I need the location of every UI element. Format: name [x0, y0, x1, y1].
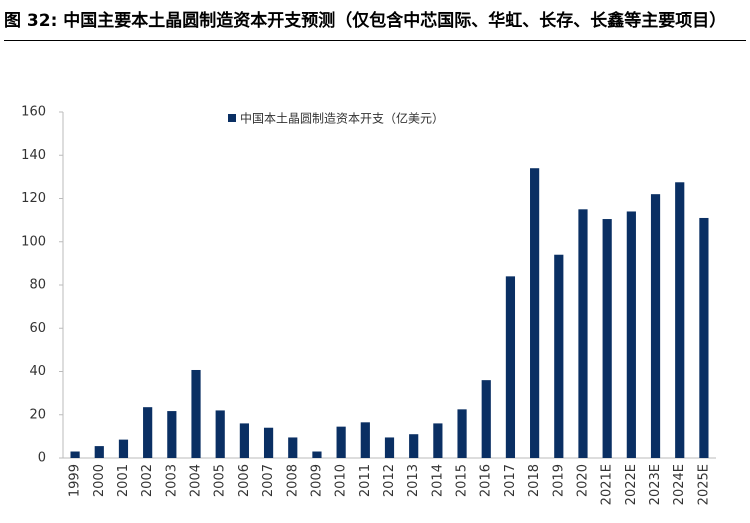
x-tick-label: 2015	[455, 464, 470, 497]
x-tick-label: 2021E	[600, 464, 615, 505]
bar	[288, 437, 298, 458]
bar	[530, 168, 540, 458]
bar	[312, 451, 322, 458]
bar	[384, 437, 395, 458]
bar	[167, 411, 177, 458]
x-tick-label: 2013	[406, 464, 421, 497]
x-tick-label: 2011	[358, 464, 373, 497]
x-tick-label: 2014	[430, 464, 445, 497]
x-tick-label: 2007	[261, 464, 276, 497]
bar	[554, 254, 564, 458]
x-tick-label: 2022E	[624, 464, 639, 505]
bar	[602, 219, 612, 458]
bar	[94, 446, 104, 458]
x-tick-label: 1999	[68, 464, 83, 497]
x-tick-label: 2018	[527, 464, 542, 497]
bar	[505, 276, 516, 458]
bar	[675, 182, 685, 458]
chart-title: 图 32: 中国主要本土晶圆制造资本开支预测（仅包含中芯国际、华虹、长存、长鑫等…	[4, 6, 746, 41]
x-tick-label: 2010	[334, 464, 349, 497]
y-tick-label: 80	[29, 278, 46, 293]
x-tick-label: 2012	[382, 464, 397, 497]
x-tick-label: 2025E	[696, 464, 711, 505]
bar	[263, 427, 274, 458]
bar	[578, 209, 588, 458]
bar	[409, 434, 419, 458]
bar	[118, 439, 129, 458]
legend-swatch	[228, 114, 236, 122]
x-tick-label: 2017	[503, 464, 518, 497]
x-tick-label: 2024E	[672, 464, 687, 505]
bar	[215, 410, 225, 458]
x-tick-label: 2016	[479, 464, 494, 497]
x-tick-label: 2023E	[648, 464, 663, 505]
x-tick-label: 2020	[575, 464, 590, 497]
x-tick-label: 2019	[551, 464, 566, 497]
x-tick-label: 2004	[189, 464, 204, 497]
x-tick-label: 2008	[285, 464, 300, 497]
bar	[457, 409, 467, 458]
x-tick-label: 2000	[92, 464, 107, 497]
y-tick-label: 160	[21, 105, 46, 120]
x-tick-label: 2005	[213, 464, 228, 497]
x-tick-label: 2001	[116, 464, 131, 497]
bar	[143, 407, 153, 458]
x-tick-label: 2006	[237, 464, 252, 497]
y-tick-label: 0	[38, 451, 46, 466]
bar	[336, 426, 346, 458]
bar	[360, 422, 370, 458]
bar	[481, 380, 491, 458]
bar	[650, 194, 661, 459]
y-tick-label: 120	[21, 191, 46, 206]
legend-label: 中国本土晶圆制造资本开支（亿美元）	[240, 111, 444, 126]
y-tick-label: 140	[21, 148, 46, 163]
y-tick-label: 60	[29, 321, 46, 336]
x-tick-label: 2009	[309, 464, 324, 497]
bar	[191, 369, 201, 458]
bar	[70, 451, 80, 458]
y-tick-label: 40	[29, 364, 46, 379]
y-tick-label: 100	[21, 234, 46, 249]
bar	[433, 423, 443, 458]
x-tick-label: 2002	[140, 464, 155, 497]
y-tick-label: 20	[29, 407, 46, 422]
bar	[626, 211, 636, 458]
x-tick-label: 2003	[164, 464, 179, 497]
bar	[239, 423, 249, 458]
bar	[699, 217, 709, 458]
